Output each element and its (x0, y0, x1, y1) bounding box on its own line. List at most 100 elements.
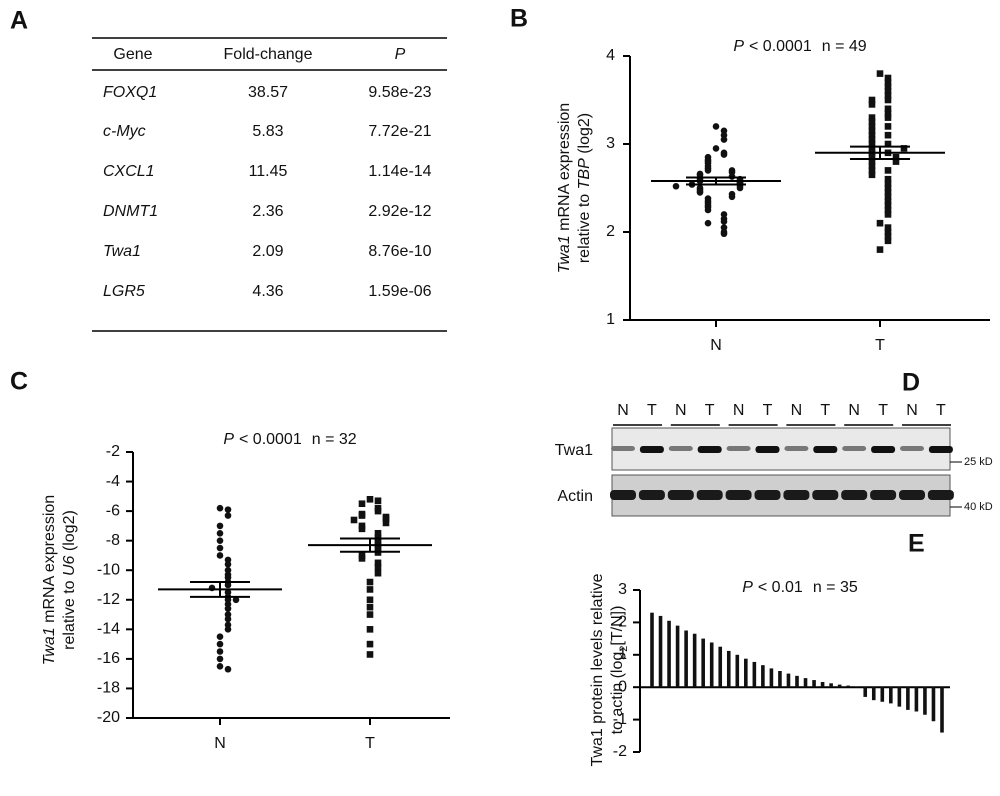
data-point (366, 640, 374, 648)
table-cell: FOXQ1 (103, 84, 157, 101)
y-label-part: Twa1 (556, 235, 573, 273)
data-point (374, 507, 382, 515)
data-point (216, 522, 224, 530)
data-point (382, 515, 390, 522)
lane-label: T (647, 402, 657, 419)
data-point (876, 219, 884, 227)
title-part: n = 49 (822, 38, 867, 55)
data-point (884, 140, 892, 148)
marker-label: 25 kD (964, 456, 993, 468)
data-point (224, 561, 232, 568)
title-part: n = 35 (813, 579, 858, 596)
data-point (224, 581, 232, 589)
data-point (216, 633, 224, 641)
data-point (868, 158, 876, 165)
table-cell: 38.57 (248, 84, 288, 101)
y-tick-label: -4 (106, 473, 120, 490)
data-point (366, 578, 374, 586)
bar (871, 687, 876, 701)
table-cell: DNMT1 (103, 203, 158, 220)
data-point (704, 219, 712, 227)
data-point (884, 92, 892, 99)
table-cell: 1.59e-06 (368, 283, 431, 300)
data-point (224, 605, 232, 612)
bar (906, 687, 910, 710)
panel-letter: B (510, 5, 528, 33)
data-point (884, 114, 892, 121)
table-cell: 4.36 (252, 283, 283, 300)
y-label-part: U6 (61, 555, 78, 576)
data-point (366, 603, 374, 611)
bar (923, 687, 927, 715)
bar (701, 638, 705, 688)
y-label-part: mRNA expression (556, 103, 573, 236)
data-point (884, 202, 892, 209)
bar (684, 630, 688, 688)
table-cell: Twa1 (103, 243, 141, 260)
bar (795, 675, 799, 688)
data-point (720, 218, 728, 225)
data-point (868, 140, 876, 148)
y-axis-label: to actin (log2[T/N]) (609, 606, 630, 735)
data-point (728, 193, 736, 201)
data-point (366, 596, 374, 604)
data-point (868, 136, 876, 143)
panel-letter: E (908, 530, 925, 558)
lane-label: N (675, 402, 687, 419)
band (755, 446, 780, 453)
data-point (736, 184, 744, 192)
y-tick-label: 1 (618, 646, 627, 663)
title-part: P (733, 38, 744, 55)
y-tick-label: -6 (106, 502, 120, 519)
data-point (712, 145, 720, 152)
band (725, 490, 752, 500)
table-header: P (395, 46, 406, 63)
data-point (216, 655, 224, 663)
y-tick-label: 2 (606, 223, 615, 240)
data-point (868, 167, 876, 174)
data-point (224, 512, 232, 519)
table-cell: 11.45 (249, 163, 288, 180)
y-tick-label: 3 (618, 581, 627, 598)
y-tick-label: -10 (97, 561, 120, 578)
table-cell: 7.72e-21 (368, 123, 431, 140)
data-point (358, 512, 366, 519)
band (900, 446, 924, 451)
data-point (216, 552, 224, 559)
data-point (374, 529, 382, 537)
bar (744, 658, 748, 688)
y-tick-label: 1 (606, 311, 615, 328)
data-point (216, 537, 224, 544)
y-axis-label: Twa1 mRNA expression (556, 103, 573, 273)
y-tick-label: 2 (618, 614, 627, 631)
data-point (374, 537, 382, 544)
y-tick-label: -2 (106, 443, 120, 460)
data-point (382, 519, 390, 527)
bar (820, 682, 825, 688)
bar (940, 687, 944, 733)
title-part: n = 32 (312, 431, 357, 448)
data-point (366, 651, 374, 658)
band (871, 446, 896, 453)
y-tick-label: 3 (606, 135, 615, 152)
table-cell: c-Myc (103, 123, 146, 140)
band (696, 490, 723, 500)
bar (658, 615, 663, 688)
y-label-part: TBP (576, 158, 593, 189)
data-point (884, 74, 892, 82)
bar (667, 620, 671, 688)
bar (752, 661, 757, 688)
band (899, 490, 925, 500)
data-point (374, 559, 382, 567)
data-point (884, 233, 892, 240)
table-cell: 2.36 (252, 203, 283, 220)
bar (931, 687, 936, 722)
data-point (216, 648, 224, 655)
data-point (224, 615, 232, 623)
data-point (884, 189, 892, 196)
y-tick-label: -20 (97, 709, 120, 726)
y-tick-label: 0 (618, 678, 627, 695)
data-point (216, 504, 224, 512)
bar (735, 654, 740, 688)
